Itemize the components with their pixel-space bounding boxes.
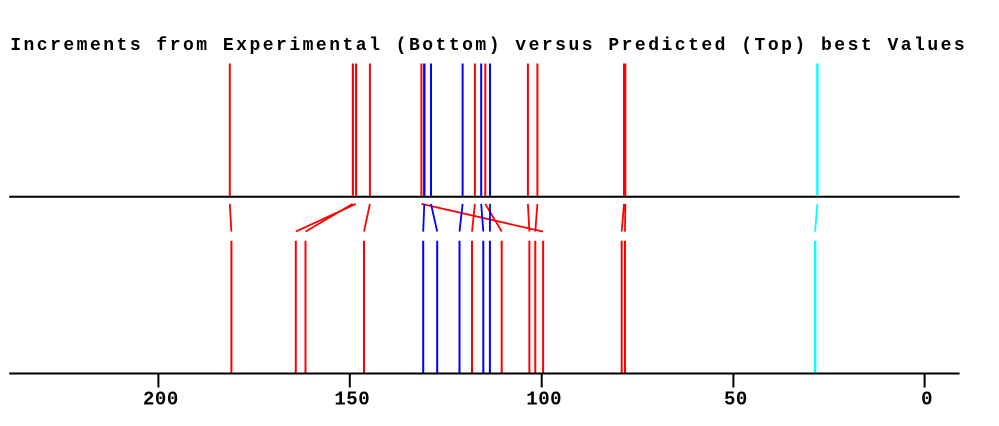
svg-text:100: 100 xyxy=(526,388,562,410)
svg-text:50: 50 xyxy=(724,388,748,410)
svg-text:150: 150 xyxy=(334,388,370,410)
svg-text:0: 0 xyxy=(921,388,933,410)
svg-text:Increments from Experimental (: Increments from Experimental (Bottom) ve… xyxy=(10,36,967,56)
svg-text:200: 200 xyxy=(143,388,179,410)
